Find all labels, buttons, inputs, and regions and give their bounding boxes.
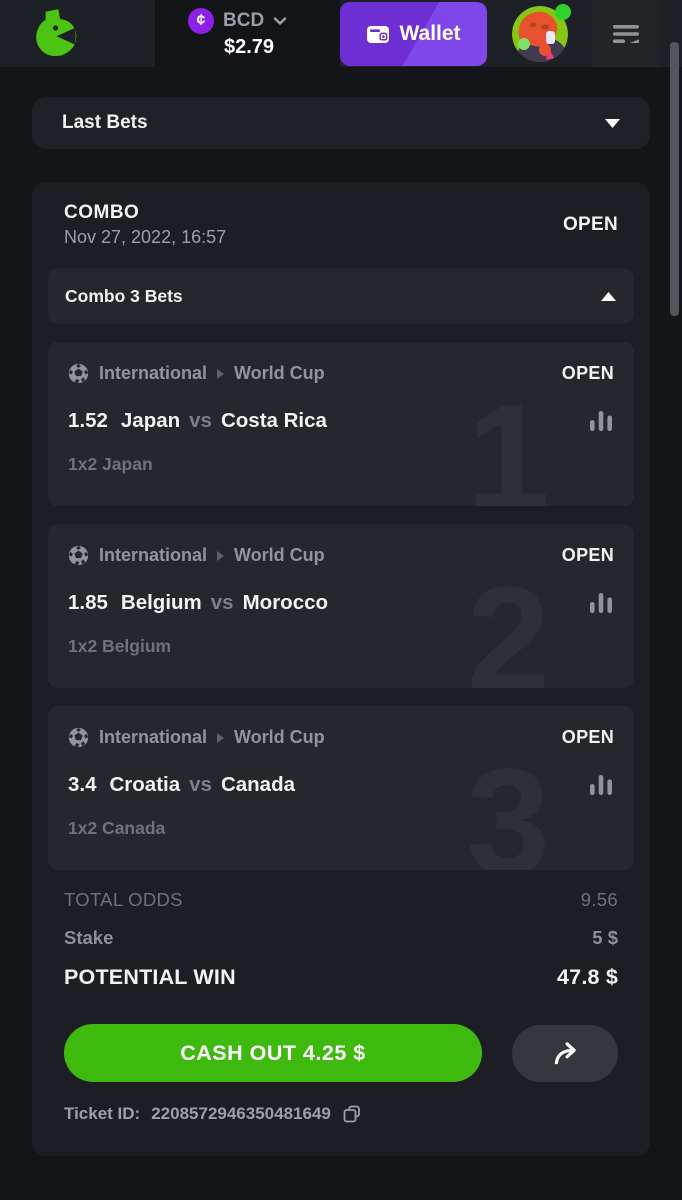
bet-index-watermark: 1 — [466, 373, 550, 506]
wallet-balance: $2.79 — [224, 36, 275, 58]
stake-label: Stake — [64, 927, 114, 948]
stats-button[interactable] — [588, 591, 614, 615]
caret-up-icon — [601, 291, 616, 301]
ticket-datetime: Nov 27, 2022, 16:57 — [64, 227, 227, 247]
bet-status-badge: OPEN — [561, 545, 614, 565]
total-odds-label: TOTAL ODDS — [64, 889, 183, 910]
home-team: Croatia — [109, 773, 181, 796]
bet-status-badge: OPEN — [561, 727, 614, 747]
bet-odds: 1.52 — [68, 409, 108, 432]
currency-selector[interactable]: ¢ BCD $2.79 — [155, 0, 340, 67]
copy-icon — [343, 1105, 360, 1123]
bet-breadcrumb: International World Cup — [68, 727, 325, 748]
bet-league: International — [99, 727, 208, 747]
stats-icon — [590, 775, 612, 795]
soccer-icon — [68, 545, 89, 566]
avatar[interactable] — [511, 5, 568, 62]
currency-code: BCD — [223, 10, 265, 31]
stats-button[interactable] — [588, 773, 614, 797]
wallet-button-label: Wallet — [399, 21, 461, 45]
bet-tournament: World Cup — [234, 363, 325, 383]
brand-logo[interactable] — [0, 7, 155, 60]
avatar-image — [511, 5, 568, 62]
share-button[interactable] — [512, 1024, 618, 1082]
bets-filter-select[interactable]: Last Bets — [32, 97, 650, 149]
bet-card[interactable]: 2 International — [48, 524, 634, 688]
bet-index-watermark: 3 — [466, 737, 550, 870]
home-team: Belgium — [120, 591, 202, 614]
stats-icon — [590, 411, 612, 431]
bets-filter-label: Last Bets — [62, 112, 148, 133]
bet-breadcrumb: International World Cup — [68, 545, 325, 566]
breadcrumb-arrow-icon — [217, 368, 225, 379]
bet-status-badge: OPEN — [561, 363, 614, 383]
bet-card[interactable]: 3 International — [48, 706, 634, 870]
bet-pick: 1x2 Japan — [68, 454, 153, 474]
menu-button[interactable] — [592, 0, 660, 67]
match-line: 1.85 Belgium vs Morocco — [68, 591, 328, 615]
ticket-id-row: Ticket ID: 2208572946350481649 — [48, 1104, 634, 1124]
vs-label: vs — [189, 773, 212, 796]
potential-win-row: POTENTIAL WIN 47.8 $ — [48, 965, 634, 990]
bet-odds: 3.4 — [68, 773, 97, 796]
chevron-down-icon — [273, 16, 287, 25]
total-odds-value: 9.56 — [580, 889, 618, 910]
bet-league: International — [99, 545, 208, 565]
actions-row: CASH OUT 4.25 $ — [48, 1024, 634, 1082]
bet-pick: 1x2 Canada — [68, 818, 166, 838]
away-team: Morocco — [242, 591, 329, 614]
top-bar: ¢ BCD $2.79 Wallet — [0, 0, 682, 67]
ticket-status-badge: OPEN — [562, 214, 618, 235]
potential-win-label: POTENTIAL WIN — [64, 965, 236, 989]
caret-down-icon — [605, 118, 620, 128]
total-odds-row: TOTAL ODDS 9.56 — [48, 889, 634, 911]
stats-icon — [590, 593, 612, 613]
soccer-icon — [68, 363, 89, 384]
combo-label: Combo 3 Bets — [65, 285, 183, 306]
bet-index-watermark: 2 — [466, 555, 550, 688]
vs-label: vs — [210, 591, 234, 614]
bet-tournament: World Cup — [234, 545, 325, 565]
combo-ticket-card: COMBO Nov 27, 2022, 16:57 OPEN Combo 3 B… — [32, 182, 650, 1156]
home-team: Japan — [120, 409, 181, 432]
scrollbar-thumb[interactable] — [670, 42, 679, 316]
breadcrumb-arrow-icon — [217, 732, 225, 743]
away-team: Canada — [220, 773, 296, 796]
combo-collapse-toggle[interactable]: Combo 3 Bets — [48, 268, 634, 324]
stake-row: Stake 5 $ — [48, 927, 634, 949]
share-arrow-icon — [554, 1042, 576, 1065]
match-line: 1.52 Japan vs Costa Rica — [68, 409, 327, 433]
coin-icon: ¢ — [188, 8, 214, 34]
cashout-button[interactable]: CASH OUT 4.25 $ — [64, 1024, 482, 1082]
vs-label: vs — [189, 409, 212, 432]
soccer-icon — [68, 727, 89, 748]
bet-league: International — [99, 363, 208, 383]
ticket-id-label: Ticket ID: — [64, 1104, 141, 1123]
copy-ticket-id-button[interactable] — [342, 1104, 362, 1124]
breadcrumb-arrow-icon — [217, 550, 225, 561]
online-status-dot — [555, 3, 571, 20]
bet-breadcrumb: International World Cup — [68, 363, 325, 384]
wallet-icon — [367, 26, 390, 43]
avatar-zone — [487, 3, 592, 62]
main-content: Last Bets COMBO Nov 27, 2022, 16:57 OPEN… — [0, 97, 682, 1156]
hamburger-icon — [613, 24, 639, 43]
match-line: 3.4 Croatia vs Canada — [68, 773, 295, 797]
ticket-id-value: 2208572946350481649 — [151, 1104, 331, 1123]
wallet-button[interactable]: Wallet — [340, 1, 487, 66]
bet-pick: 1x2 Belgium — [68, 636, 172, 656]
bet-card[interactable]: 1 International — [48, 342, 634, 506]
bet-tournament: World Cup — [234, 727, 325, 747]
away-team: Costa Rica — [220, 409, 327, 432]
potential-win-value: 47.8 $ — [557, 965, 618, 989]
ticket-header: COMBO Nov 27, 2022, 16:57 OPEN — [48, 202, 634, 248]
bet-odds: 1.85 — [68, 591, 108, 614]
bcgame-logo-icon — [36, 9, 77, 56]
ticket-type: COMBO — [64, 202, 140, 223]
stake-value: 5 $ — [592, 927, 618, 948]
stats-button[interactable] — [588, 409, 614, 433]
